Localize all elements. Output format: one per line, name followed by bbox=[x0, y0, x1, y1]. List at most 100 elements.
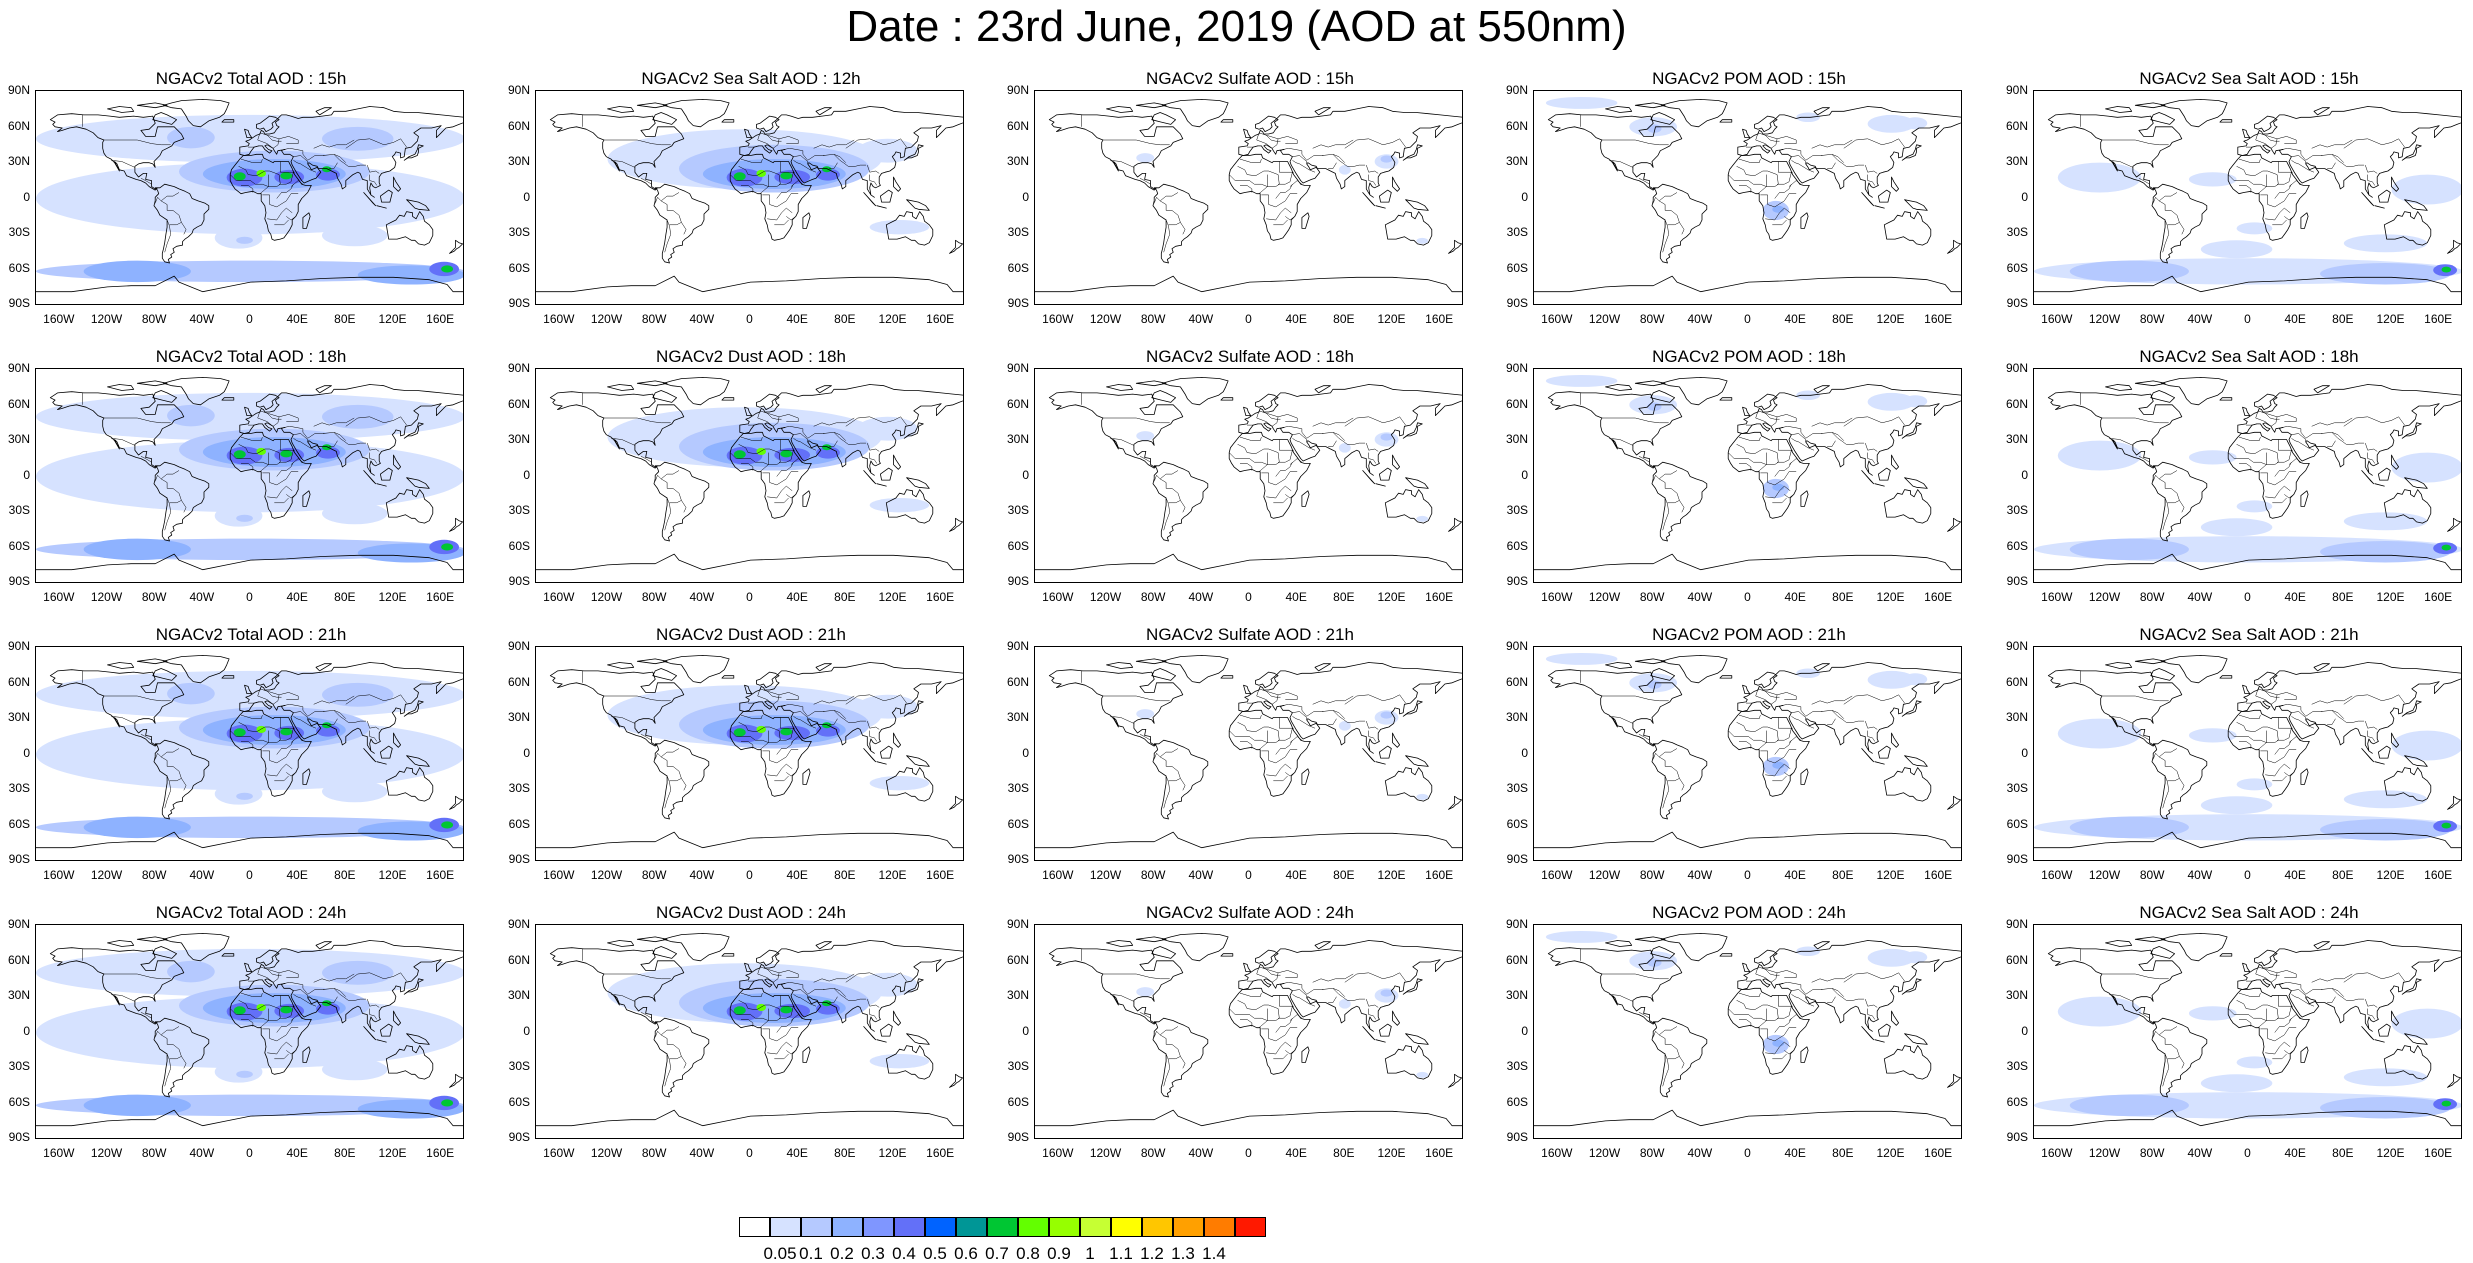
longitude-tick-label: 40E bbox=[2284, 590, 2306, 604]
coastline bbox=[949, 517, 963, 532]
country-border bbox=[1266, 763, 1292, 777]
coastline bbox=[152, 668, 178, 681]
coastline bbox=[636, 380, 668, 387]
coastline bbox=[2300, 212, 2309, 229]
longitude-tick-label: 120W bbox=[1588, 590, 1621, 604]
aod-field-region bbox=[233, 450, 246, 459]
country-border bbox=[1159, 748, 1186, 791]
country-border bbox=[1652, 1031, 1660, 1038]
country-border bbox=[333, 710, 367, 723]
coastline bbox=[1901, 978, 1922, 995]
latitude-tick-label: 60N bbox=[1006, 397, 1029, 411]
coastline bbox=[1152, 461, 1209, 542]
latitude-tick-label: 90N bbox=[2005, 639, 2028, 653]
coastline bbox=[2150, 946, 2176, 959]
coastline bbox=[1048, 113, 1184, 191]
country-border bbox=[2228, 1000, 2279, 1021]
country-border bbox=[1757, 174, 1767, 194]
country-border bbox=[1292, 994, 1316, 1007]
coastline bbox=[903, 700, 924, 717]
country-border bbox=[293, 438, 317, 451]
country-border bbox=[2162, 1053, 2169, 1087]
coastline bbox=[49, 947, 185, 1025]
coastline bbox=[885, 1045, 934, 1080]
country-border bbox=[1739, 1019, 1752, 1027]
longitude-tick-label: 40W bbox=[689, 1146, 715, 1160]
latitude-tick-label: 60S bbox=[2006, 1095, 2028, 1109]
coastline bbox=[136, 936, 168, 943]
country-border bbox=[2257, 730, 2267, 750]
coastline bbox=[879, 467, 893, 481]
coastline bbox=[1162, 932, 1229, 962]
coastline bbox=[1375, 205, 1386, 209]
coastline bbox=[153, 739, 210, 820]
coastline bbox=[2227, 987, 2310, 1075]
country-border bbox=[1728, 444, 1779, 465]
coastline bbox=[1392, 732, 1401, 748]
country-border bbox=[2365, 721, 2378, 730]
longitude-tick-label: 160W bbox=[2041, 312, 2073, 326]
country-border bbox=[369, 1008, 378, 1020]
longitude-tick-label: 80W bbox=[141, 312, 167, 326]
coastline bbox=[1152, 1017, 1209, 1098]
country-border bbox=[790, 736, 804, 743]
country-border bbox=[283, 982, 304, 989]
coastline bbox=[2105, 940, 2133, 947]
longitude-tick-label: 120W bbox=[1588, 1146, 1621, 1160]
country-border bbox=[669, 778, 682, 782]
aod-field-region bbox=[36, 114, 463, 163]
country-border bbox=[2138, 177, 2150, 185]
longitude-tick-label: 80W bbox=[1140, 312, 1166, 326]
country-border bbox=[1332, 710, 1366, 723]
panel-title: NGACv2 Sulfate AOD : 21h bbox=[1146, 625, 1354, 644]
country-border bbox=[1800, 432, 1823, 439]
longitude-tick-label: 160E bbox=[926, 1146, 955, 1160]
colorbar-swatch bbox=[1080, 1217, 1111, 1237]
coastline bbox=[2377, 745, 2391, 759]
country-border bbox=[333, 988, 367, 1001]
country-border bbox=[829, 996, 838, 1003]
country-border bbox=[1827, 996, 1836, 1003]
aod-field-region bbox=[322, 1000, 332, 1007]
coastline bbox=[1737, 384, 1961, 476]
longitude-tick-label: 40E bbox=[286, 868, 308, 882]
coastline bbox=[1947, 795, 1961, 810]
country-border bbox=[1667, 500, 1680, 504]
coastline bbox=[1877, 467, 1891, 481]
panel-title: NGACv2 Total AOD : 15h bbox=[155, 69, 347, 88]
country-border bbox=[279, 414, 299, 422]
coastline bbox=[1448, 1073, 1462, 1088]
country-border bbox=[1778, 439, 1793, 451]
country-border bbox=[779, 970, 799, 978]
aod-field-region bbox=[2069, 816, 2189, 839]
antarctic-coastline bbox=[2034, 1109, 2461, 1127]
coastline bbox=[363, 748, 377, 763]
latitude-tick-label: 30S bbox=[1007, 781, 1029, 795]
longitude-tick-label: 80E bbox=[1333, 1146, 1355, 1160]
country-border bbox=[1322, 988, 1345, 997]
coastline bbox=[893, 1010, 902, 1026]
longitude-tick-label: 120E bbox=[1377, 312, 1406, 326]
coastline bbox=[221, 953, 235, 957]
country-border bbox=[2284, 216, 2294, 221]
country-border bbox=[1867, 1008, 1876, 1020]
country-border bbox=[790, 458, 804, 465]
coastline bbox=[1904, 477, 1928, 489]
country-border bbox=[1239, 436, 1262, 441]
coastline bbox=[815, 385, 832, 394]
coastline bbox=[1650, 946, 1676, 959]
country-border bbox=[333, 432, 367, 445]
country-border bbox=[1278, 728, 1293, 741]
coastline bbox=[1661, 654, 1728, 684]
coastline bbox=[1375, 483, 1386, 487]
aod-field-region bbox=[2343, 234, 2428, 253]
coastline bbox=[449, 517, 463, 532]
longitude-tick-label: 120W bbox=[590, 312, 623, 326]
coastline bbox=[229, 709, 312, 797]
latitude-tick-label: 60N bbox=[1006, 953, 1029, 967]
country-border bbox=[2321, 432, 2344, 441]
country-border bbox=[1746, 423, 1757, 426]
coastline bbox=[1220, 675, 1234, 679]
coastline bbox=[2237, 662, 2461, 754]
country-border bbox=[2300, 432, 2323, 439]
